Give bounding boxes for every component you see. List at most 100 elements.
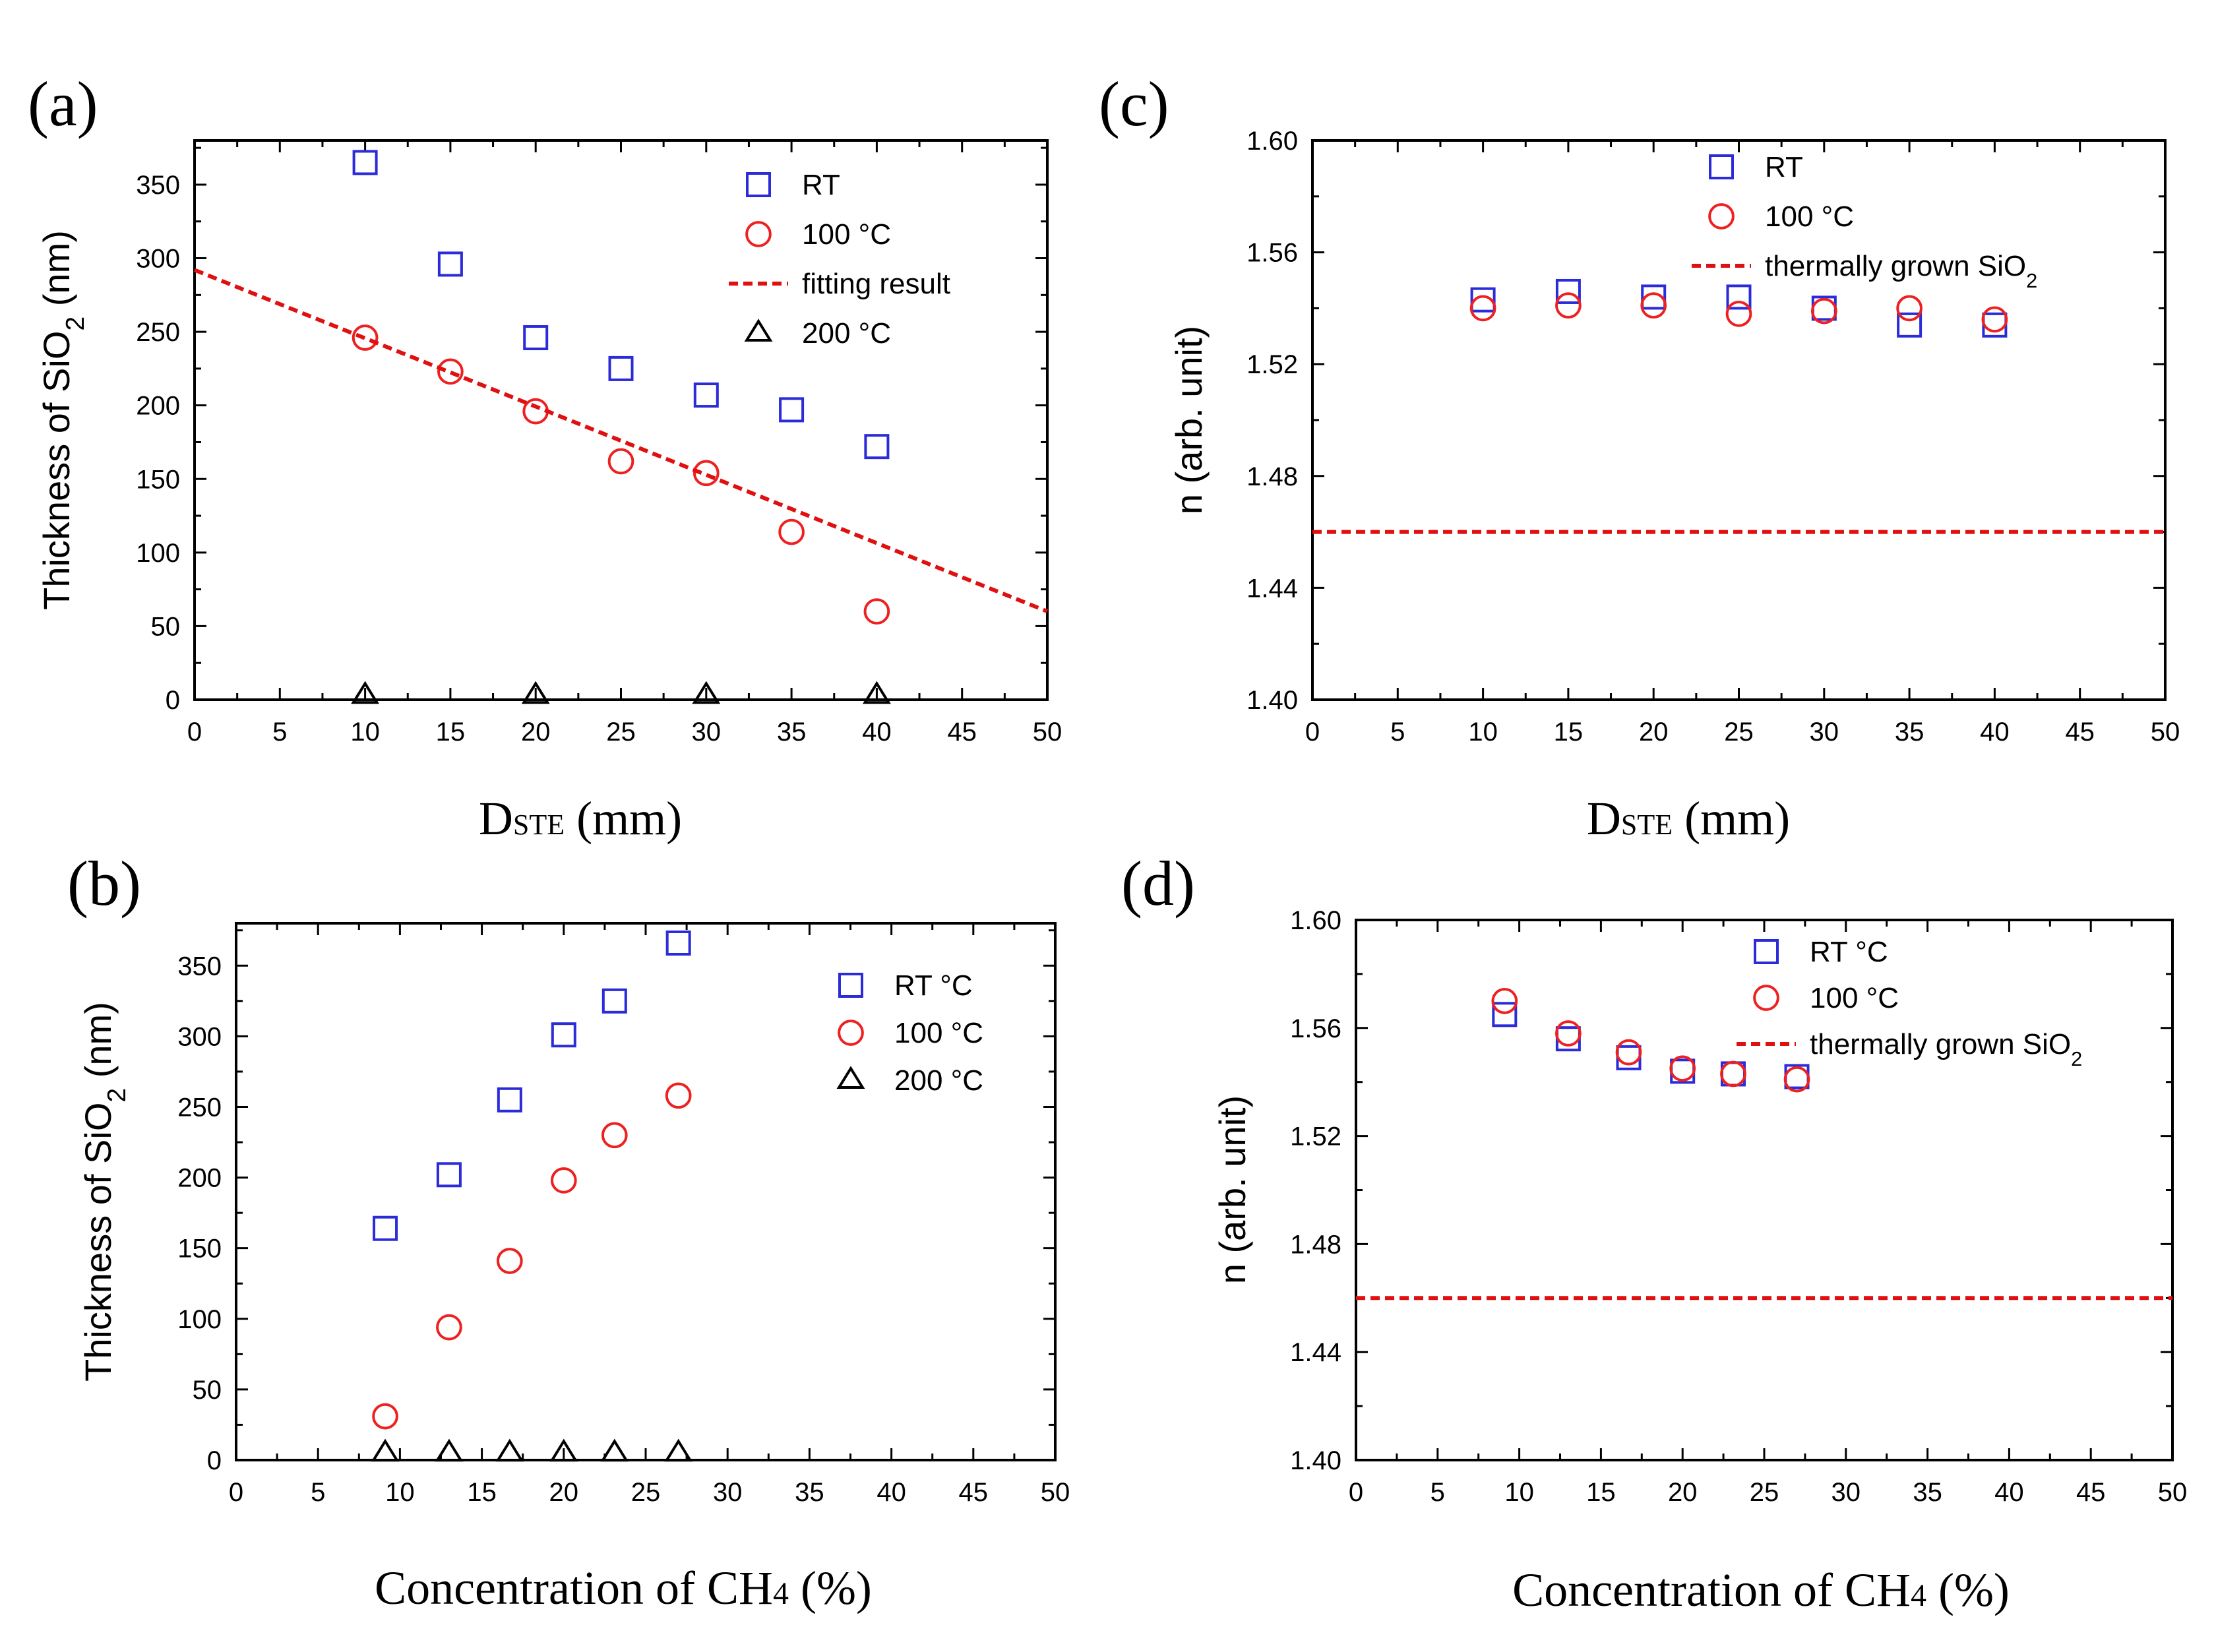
y-tick-label: 250 bbox=[177, 1093, 222, 1122]
x-tick-label: 5 bbox=[272, 718, 287, 747]
x-tick-label: 50 bbox=[1041, 1478, 1070, 1507]
x-tick-label: 25 bbox=[1724, 718, 1754, 747]
data-point bbox=[497, 1087, 522, 1113]
y-tick-label: 350 bbox=[177, 952, 222, 981]
data-point bbox=[495, 1438, 524, 1462]
legend-label: RT °C bbox=[894, 969, 973, 1002]
data-point bbox=[600, 1438, 629, 1462]
data-point bbox=[1641, 284, 1667, 310]
data-point bbox=[371, 1438, 400, 1462]
legend: RT 100 °C thermally grown SiO2 bbox=[1692, 151, 2037, 292]
data-point bbox=[1896, 295, 1923, 322]
series-triangle bbox=[371, 1438, 693, 1462]
y-tick-label: 1.40 bbox=[1290, 1446, 1341, 1475]
x-tick-label: 35 bbox=[795, 1478, 824, 1507]
series-dash bbox=[193, 268, 1049, 613]
y-axis-label: n (arb. unit) bbox=[1168, 326, 1210, 514]
data-point bbox=[1640, 292, 1667, 319]
y-axis-label: Thickness of SiO2 (nm) bbox=[77, 1002, 131, 1382]
y-tick-label: 300 bbox=[136, 245, 180, 274]
series-square bbox=[1470, 278, 2008, 338]
series-circle bbox=[1491, 988, 1810, 1093]
data-point bbox=[523, 325, 549, 351]
series-square bbox=[352, 150, 890, 460]
reference-line bbox=[193, 268, 1049, 613]
data-point bbox=[352, 324, 379, 351]
x-tick-label: 5 bbox=[311, 1478, 325, 1507]
legend-label: 200 °C bbox=[802, 317, 891, 350]
y-tick-label: 0 bbox=[207, 1446, 222, 1475]
x-axis-label: DSTE (mm) bbox=[1587, 792, 1790, 845]
x-tick-label: 30 bbox=[1831, 1478, 1861, 1507]
data-point bbox=[1555, 1020, 1582, 1047]
x-tick-label: 0 bbox=[1305, 718, 1320, 747]
data-point bbox=[863, 598, 890, 625]
panel-label: (b) bbox=[67, 848, 141, 919]
x-axis-label: DSTE (mm) bbox=[479, 792, 682, 845]
plot-frame bbox=[235, 922, 1057, 1461]
y-tick-label: 1.48 bbox=[1246, 462, 1298, 491]
data-point bbox=[1491, 988, 1518, 1014]
data-point bbox=[1555, 292, 1582, 319]
legend-marker bbox=[1708, 203, 1735, 229]
y-tick-label: 1.60 bbox=[1290, 906, 1341, 935]
series-triangle bbox=[351, 681, 891, 704]
x-tick-label: 15 bbox=[1586, 1478, 1616, 1507]
x-tick-label: 50 bbox=[2151, 718, 2180, 747]
x-tick-label: 45 bbox=[959, 1478, 989, 1507]
data-point bbox=[549, 1438, 578, 1462]
series-square bbox=[373, 930, 691, 1241]
x-tick-label: 0 bbox=[187, 718, 202, 747]
plot-frame bbox=[1311, 139, 2167, 701]
data-point bbox=[550, 1167, 577, 1194]
y-tick-label: 1.48 bbox=[1290, 1230, 1341, 1259]
x-tick-label: 10 bbox=[1468, 718, 1498, 747]
x-tick-label: 10 bbox=[385, 1478, 415, 1507]
legend-marker bbox=[746, 172, 771, 197]
data-point bbox=[435, 1438, 464, 1462]
data-point bbox=[1783, 1066, 1810, 1093]
y-tick-label: 50 bbox=[193, 1376, 222, 1405]
x-tick-label: 40 bbox=[877, 1478, 906, 1507]
data-point bbox=[1810, 297, 1837, 324]
y-tick-label: 1.60 bbox=[1246, 127, 1298, 156]
y-tick-label: 100 bbox=[177, 1305, 222, 1334]
x-tick-label: 20 bbox=[1668, 1478, 1698, 1507]
data-point bbox=[665, 930, 691, 956]
series-circle bbox=[352, 324, 890, 625]
panel-b: (b) 0 5 10 15 20 25 30 35 40 45 50 0 50 100 150 200 250 30… bbox=[67, 848, 1070, 1614]
x-tick-label: 40 bbox=[862, 718, 892, 747]
data-point bbox=[608, 355, 634, 381]
data-point bbox=[551, 1022, 576, 1048]
data-point bbox=[864, 434, 890, 460]
y-tick-label: 200 bbox=[136, 392, 180, 421]
data-point bbox=[1725, 301, 1752, 327]
data-point bbox=[692, 460, 720, 487]
data-point bbox=[693, 382, 719, 408]
plot-frame bbox=[193, 139, 1049, 701]
legend-marker bbox=[1709, 154, 1734, 179]
data-point bbox=[601, 1122, 628, 1149]
x-tick-label: 0 bbox=[229, 1478, 243, 1507]
y-tick-label: 150 bbox=[177, 1235, 222, 1264]
legend-label: 100 °C bbox=[802, 218, 891, 251]
x-tick-label: 15 bbox=[1554, 718, 1584, 747]
data-point bbox=[1720, 1060, 1746, 1087]
legend-label: 100 °C bbox=[1765, 200, 1854, 233]
legend: RT °C 100 °C thermally grown SiO2 bbox=[1737, 936, 2082, 1070]
data-point bbox=[436, 1314, 462, 1341]
data-point bbox=[862, 681, 891, 704]
data-point bbox=[1726, 284, 1752, 310]
x-tick-label: 30 bbox=[692, 718, 722, 747]
legend-label: 100 °C bbox=[1810, 982, 1899, 1014]
x-tick-label: 45 bbox=[2065, 718, 2095, 747]
data-point bbox=[437, 358, 464, 385]
x-tick-label: 30 bbox=[1810, 718, 1839, 747]
data-point bbox=[372, 1403, 398, 1430]
legend-label: 100 °C bbox=[894, 1017, 983, 1049]
data-point bbox=[522, 398, 549, 425]
data-point bbox=[373, 1215, 398, 1241]
legend-label: fitting result bbox=[802, 268, 950, 300]
legend-marker bbox=[1754, 939, 1779, 964]
